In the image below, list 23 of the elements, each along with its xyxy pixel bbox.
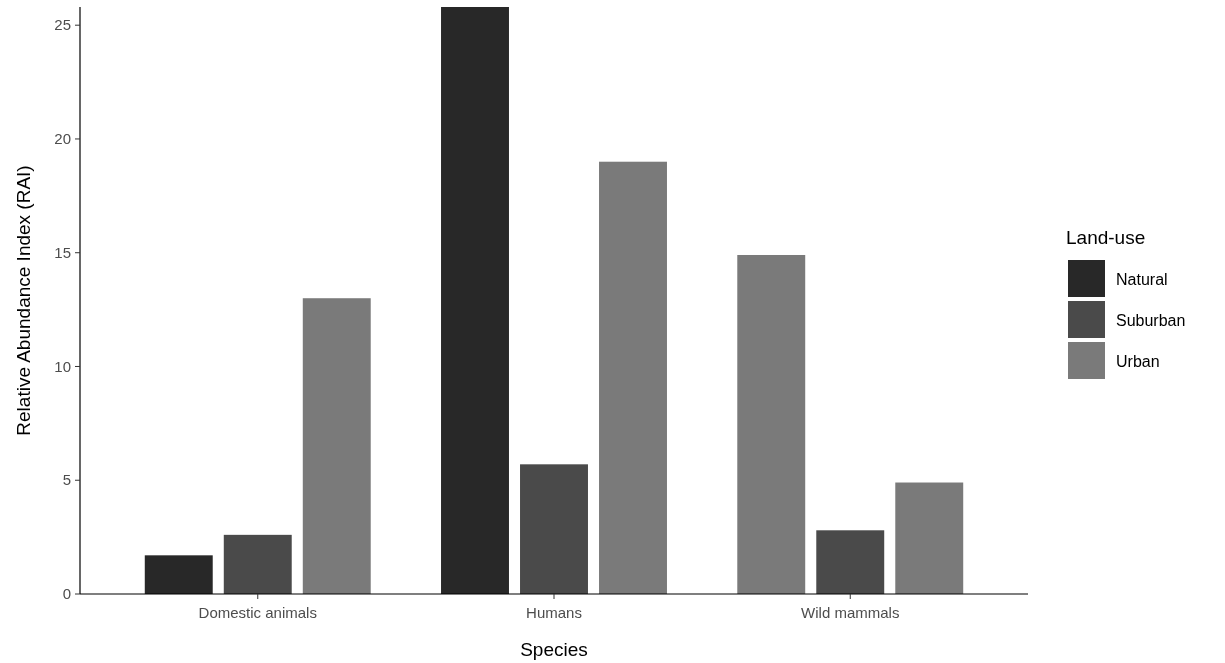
bar bbox=[520, 464, 588, 594]
x-tick-label: Wild mammals bbox=[801, 604, 900, 621]
bar bbox=[816, 530, 885, 594]
x-tick-label: Humans bbox=[526, 604, 582, 621]
x-axis-title: Species bbox=[520, 639, 588, 660]
bar bbox=[223, 534, 292, 594]
bar bbox=[302, 298, 371, 594]
legend-label: Urban bbox=[1116, 352, 1160, 370]
bar bbox=[441, 7, 509, 594]
bar bbox=[599, 161, 667, 594]
bar bbox=[895, 482, 964, 594]
legend-label: Suburban bbox=[1116, 311, 1186, 329]
y-tick-label: 15 bbox=[54, 243, 71, 261]
y-tick-label: 20 bbox=[54, 130, 71, 148]
legend-title: Land-use bbox=[1066, 227, 1146, 248]
y-tick-label: 0 bbox=[62, 585, 71, 603]
y-tick-label: 10 bbox=[54, 357, 71, 375]
bar bbox=[144, 555, 213, 594]
y-tick-label: 25 bbox=[54, 16, 71, 34]
y-tick-label: 5 bbox=[62, 471, 71, 489]
x-tick-label: Domestic animals bbox=[198, 604, 317, 621]
y-axis-title: Relative Abundance Index (RAI) bbox=[13, 165, 34, 436]
legend-label: Natural bbox=[1116, 270, 1168, 288]
